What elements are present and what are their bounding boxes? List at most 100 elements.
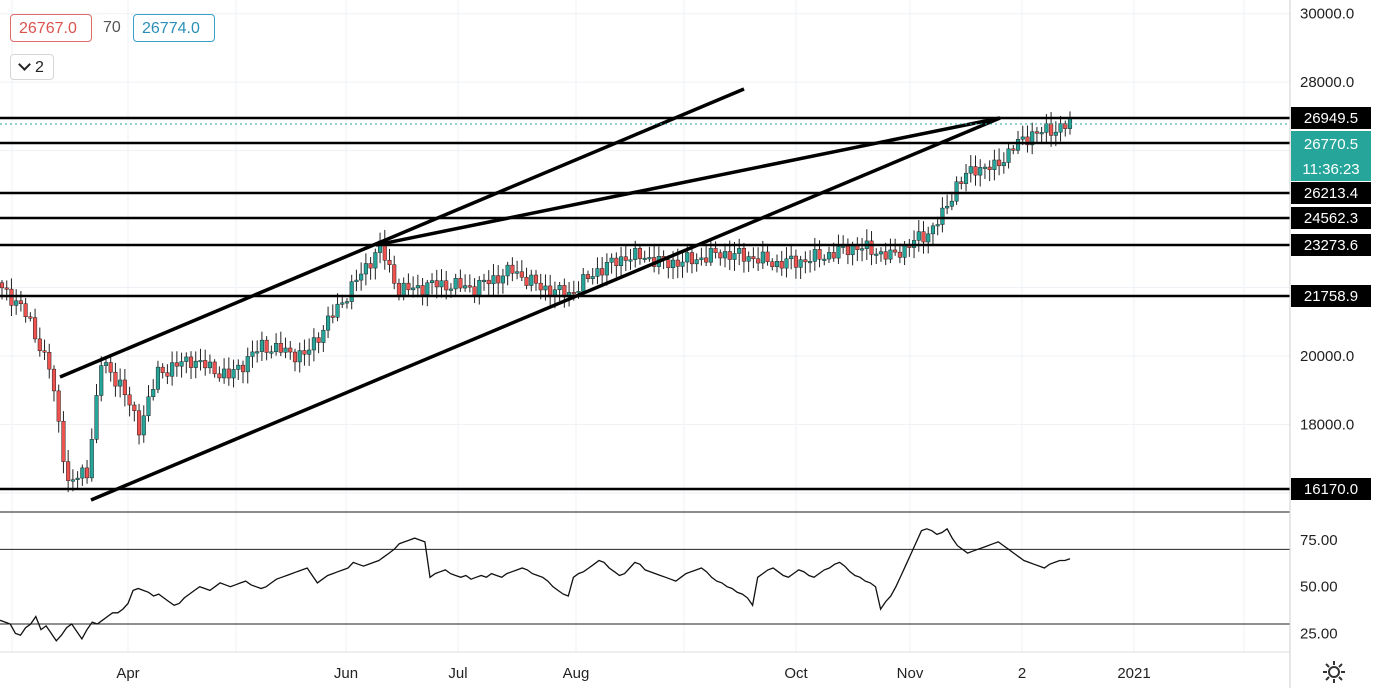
candle-body — [311, 337, 316, 351]
candle-body — [335, 303, 340, 318]
time-tick-label: Aug — [563, 665, 590, 682]
time-tick-label: 2021 — [1117, 665, 1150, 682]
candle-body — [954, 181, 959, 202]
time-tick-label: 2 — [1018, 665, 1026, 682]
level-label-box — [1291, 285, 1371, 307]
candle-body — [713, 248, 718, 253]
candle-body — [406, 282, 411, 291]
indicator-line — [0, 527, 1071, 642]
candle-body — [685, 252, 690, 263]
candle-body — [354, 279, 359, 282]
time-axis[interactable]: Apr Jun Jul Aug Oct Nov 2 2021 — [116, 665, 1150, 682]
candle-body — [590, 276, 595, 279]
candle-body — [141, 415, 146, 436]
candle-body — [481, 279, 487, 282]
candle-body — [283, 347, 288, 353]
candle-body — [103, 362, 109, 366]
gear-icon[interactable] — [1322, 660, 1346, 684]
candle-body — [604, 262, 609, 276]
candle-body — [236, 364, 241, 370]
candle-body — [940, 207, 945, 225]
candle-body — [439, 280, 444, 288]
candle-body — [444, 280, 449, 291]
candle-body — [576, 291, 581, 294]
candle-body — [982, 166, 987, 169]
price-tick-label: 30000.0 — [1300, 6, 1354, 23]
candle-body — [614, 257, 619, 266]
candle-body — [392, 264, 397, 284]
price-tick-label: 20000.0 — [1300, 348, 1354, 365]
candle-body — [70, 479, 75, 482]
candle-body — [75, 477, 80, 480]
candle-body — [793, 255, 798, 268]
candle-body — [765, 251, 770, 262]
candle-body — [708, 248, 713, 263]
candle-body — [245, 356, 250, 373]
indicator-pane — [0, 511, 1290, 653]
candle-body — [146, 396, 151, 417]
candle-body — [921, 231, 926, 243]
candle-body — [363, 263, 368, 275]
candle-body — [269, 351, 274, 354]
candle-body — [387, 260, 392, 265]
candle-body — [491, 275, 496, 285]
candle-body — [803, 259, 808, 263]
candle-body — [302, 350, 307, 355]
legend-close-value: 26774.0 — [133, 14, 215, 42]
indicator-collapse-button[interactable]: 2 — [10, 54, 54, 80]
legend-mid-value: 70 — [103, 14, 127, 42]
candle-body — [699, 257, 704, 260]
candle-body — [798, 259, 803, 268]
level-label: 24562.3 — [1304, 210, 1358, 227]
candle-body — [557, 285, 562, 290]
price-axis[interactable]: 30000.0 28000.0 20000.0 18000.0 75.00 50.00 25… — [1289, 0, 1354, 688]
candle-body — [155, 366, 160, 390]
candle-body — [519, 271, 524, 278]
candle-body — [727, 251, 732, 260]
candle-body — [997, 159, 1002, 167]
candle-body — [978, 167, 983, 176]
candle-body — [935, 224, 940, 227]
candle-body — [122, 379, 127, 396]
trend-channel — [59, 87, 1001, 502]
candle-body — [963, 172, 969, 184]
candle-body — [770, 261, 775, 267]
candle-body — [737, 248, 742, 254]
candle-body — [623, 256, 628, 261]
candle-body — [732, 253, 737, 260]
candle-body — [746, 256, 751, 262]
candle-body — [136, 410, 142, 436]
candle-body — [448, 288, 453, 291]
trend-line — [375, 116, 1001, 247]
candle-body — [344, 301, 350, 304]
candle-body — [42, 350, 47, 353]
candle-body — [425, 282, 430, 296]
candle-body — [250, 351, 255, 357]
candle-body — [949, 200, 954, 207]
candle-body — [694, 259, 699, 265]
candle-body — [893, 249, 898, 253]
legend-open-value: 26767.0 — [10, 14, 92, 42]
candle-body — [595, 268, 600, 277]
candle-body — [340, 302, 345, 305]
candle-body — [1044, 123, 1049, 133]
candle-body — [165, 372, 170, 377]
candle-body — [118, 379, 123, 387]
current-price-line: 26770.5 11:36:23 — [0, 123, 1371, 181]
candle-body — [845, 245, 850, 256]
level-label-box — [1291, 182, 1371, 204]
candle-body — [401, 282, 406, 297]
candle-body — [888, 249, 893, 260]
candle-body — [486, 279, 491, 285]
candle-body — [878, 251, 884, 255]
indicator-tick-label: 25.00 — [1300, 625, 1338, 642]
candle-body — [160, 366, 165, 373]
candle-body — [23, 303, 28, 318]
candle-body — [718, 252, 723, 259]
horizontal-levels: 26949.5 26213.4 24562.3 23273.6 21758.9 16170… — [0, 107, 1371, 500]
current-price-label: 26770.5 — [1304, 136, 1358, 153]
candle-body — [4, 287, 9, 290]
candle-body — [1049, 123, 1054, 136]
candle-body — [992, 159, 997, 170]
